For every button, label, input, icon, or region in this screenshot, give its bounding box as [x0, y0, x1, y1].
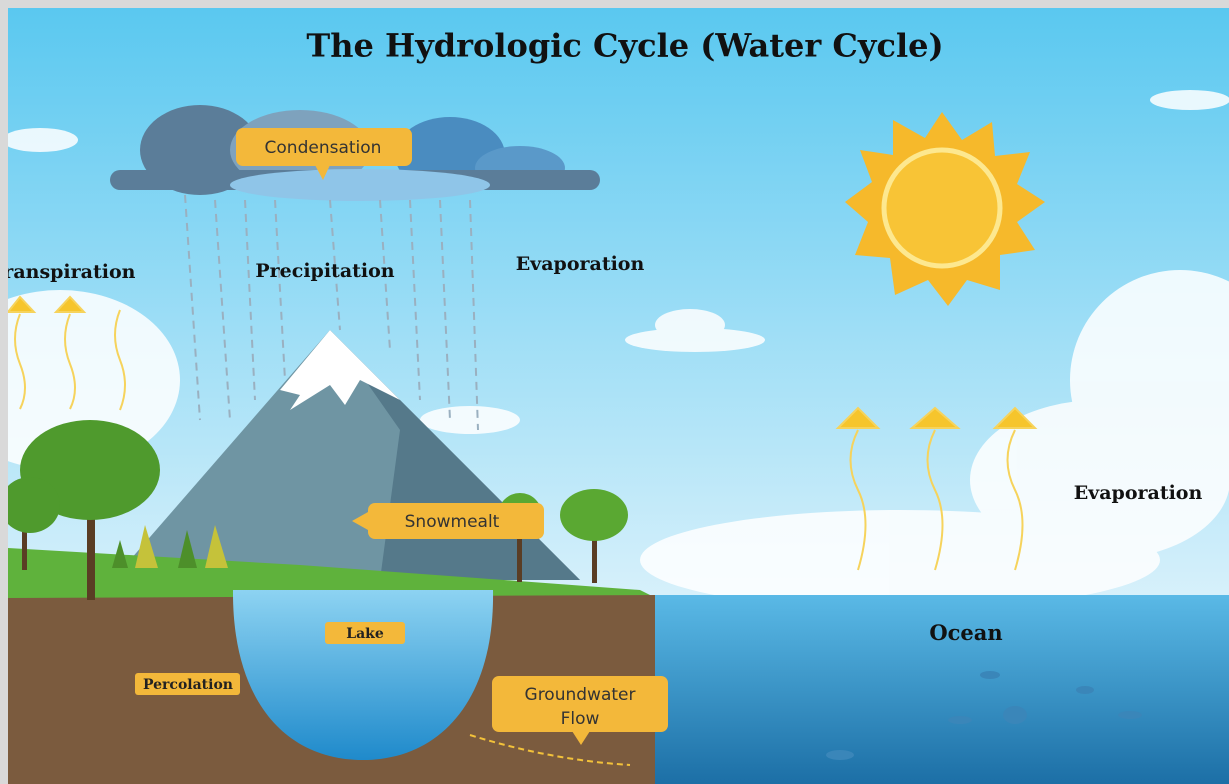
label-precipitation: Precipitation: [255, 260, 394, 282]
label-percolation: Percolation: [143, 677, 233, 693]
label-condensation: Condensation: [265, 138, 382, 158]
page: Transpiration The Hydrologic Cycle (Wate…: [0, 0, 1229, 784]
scene: Transpiration: [0, 8, 1229, 784]
diagram: Transpiration The Hydrologic Cycle (Wate…: [0, 0, 1229, 784]
title: The Hydrologic Cycle (Water Cycle): [306, 27, 943, 65]
label-groundwater: Groundwater: [525, 685, 636, 705]
label-snowmelt: Snowmealt: [405, 512, 500, 532]
label-groundwater: Flow: [561, 709, 600, 729]
label-ocean: Ocean: [929, 620, 1002, 645]
label-transpiration: Transpiration: [0, 261, 136, 283]
label-evaporation: Evaporation: [516, 253, 645, 275]
label-lake: Lake: [346, 626, 384, 642]
label-evaporation: Evaporation: [1074, 482, 1203, 504]
